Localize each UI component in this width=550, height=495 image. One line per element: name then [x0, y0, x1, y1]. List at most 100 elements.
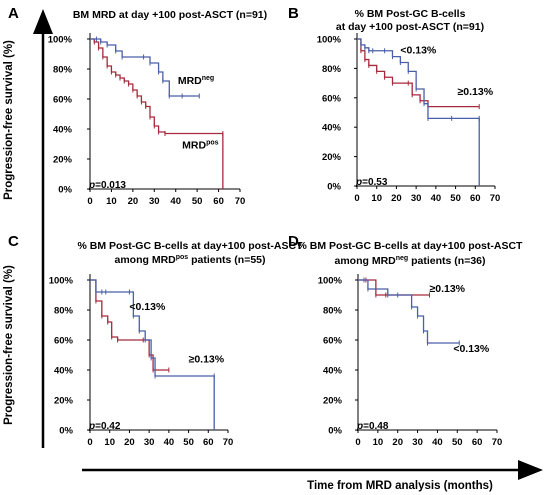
survival-curve: [90, 38, 200, 97]
p-value-number: =0.53: [362, 177, 388, 188]
annotation-sup: pos: [206, 140, 219, 147]
panel-title-line: % BM Post-GC B-cells: [355, 8, 466, 20]
panel-letter: C: [8, 233, 19, 250]
x-tick-label: 30: [412, 437, 423, 448]
annotation-text: <0.13%: [453, 343, 490, 355]
y-tick-label: 80%: [323, 306, 343, 317]
curve-annotation: ≥0.13%: [189, 354, 225, 366]
curve-annotation: MRDneg: [178, 75, 214, 87]
panel-title-line: % BM Post-GC B-cells at day+100 post-ASC…: [78, 240, 304, 252]
x-tick-label: 30: [149, 196, 160, 207]
panel-letter: B: [288, 5, 299, 22]
panel-title-line: BM MRD at day +100 post-ASCT (n=91): [73, 9, 267, 21]
x-tick-label: 50: [183, 437, 194, 448]
y-tick-label: 40%: [54, 366, 74, 377]
panel-a: A BM MRD at day +100 post-ASCT (n=91) 0% 20…: [8, 5, 267, 207]
x-tick-label: 50: [450, 193, 461, 204]
x-tick-label: 10: [373, 437, 384, 448]
x-tick-label: 40: [431, 193, 442, 204]
p-value-letter: p: [88, 180, 95, 191]
p-value-letter: p: [356, 421, 363, 432]
x-tick-label: 10: [371, 193, 382, 204]
x-tick-label: 70: [223, 437, 234, 448]
y-tick-label: 80%: [54, 306, 74, 317]
x-tick-label: 20: [391, 193, 402, 204]
panel-title-text: BM MRD at day +100 post-ASCT (n=91): [73, 9, 267, 21]
x-tick-label: 10: [104, 437, 115, 448]
annotation-sup: neg: [202, 75, 214, 82]
panel-title-text: among MRD: [114, 254, 176, 266]
y-tick-label: 100%: [49, 276, 74, 287]
p-value-number: =0.42: [95, 421, 121, 432]
y-tick-label: 40%: [53, 125, 73, 136]
curve-annotation: ≥0.13%: [458, 86, 494, 98]
x-tick-label: 10: [106, 196, 117, 207]
curve-annotation: <0.13%: [129, 301, 166, 313]
y-tick-label: 20%: [323, 396, 343, 407]
panel-title-text: among MRD: [334, 255, 396, 267]
x-tick-label: 70: [490, 193, 501, 204]
x-tick-label: 0: [354, 193, 359, 204]
panel-d: D% BM Post-GC B-cells at day+100 post-AS…: [288, 233, 523, 448]
x-tick-label: 60: [203, 437, 214, 448]
panel-title-text: % BM Post-GC B-cells at day+100 post-ASC…: [298, 240, 524, 252]
x-tick-label: 60: [213, 196, 224, 207]
y-tick-label: 60%: [54, 336, 74, 347]
panel-title-text: % BM Post-GC B-cells at day+100 post-ASC…: [78, 240, 304, 252]
p-value: p=0.48: [356, 421, 389, 432]
panel-title-text: at day +100 post-ASCT (n=91): [336, 21, 484, 33]
panel-title-after: patients (n=36): [408, 255, 485, 267]
x-tick-label: 50: [452, 437, 463, 448]
p-value-number: =0.48: [363, 421, 389, 432]
x-tick-label: 30: [144, 437, 155, 448]
y-tick-label: 20%: [322, 152, 342, 163]
curve-annotation: <0.13%: [453, 343, 490, 355]
annotation-text: MRD: [178, 75, 202, 87]
y-tick-label: 20%: [54, 396, 74, 407]
p-value-letter: p: [355, 177, 362, 188]
panel-title-line: % BM Post-GC B-cells at day+100 post-ASC…: [298, 240, 524, 252]
y-tick-label: 60%: [323, 336, 343, 347]
y-tick-label: 20%: [53, 155, 73, 166]
y-tick-label: 100%: [48, 35, 73, 46]
panel-title-text: % BM Post-GC B-cells: [355, 8, 466, 20]
x-tick-label: 0: [87, 437, 92, 448]
x-tick-label: 20: [124, 437, 135, 448]
p-value: p=0.013: [88, 180, 126, 191]
y-tick-label: 40%: [322, 123, 342, 134]
panel-title-line: among MRDpos patients (n=55): [114, 254, 265, 266]
x-tick-label: 0: [87, 196, 92, 207]
x-tick-label: 70: [492, 437, 503, 448]
y-tick-label: 80%: [53, 65, 73, 76]
panel-title-line: among MRDneg patients (n=36): [334, 255, 485, 267]
curve-annotation: ≥0.13%: [429, 283, 465, 295]
curve-annotation: MRDpos: [182, 140, 218, 152]
y-tick-label: 0%: [58, 185, 72, 196]
p-value-number: =0.013: [95, 180, 126, 191]
x-tick-label: 40: [432, 437, 443, 448]
y-tick-label: 60%: [53, 95, 73, 106]
x-tick-label: 20: [392, 437, 403, 448]
survival-curve: [90, 279, 215, 430]
y-tick-label: 0%: [59, 426, 73, 437]
x-tick-label: 40: [164, 437, 175, 448]
survival-curve: [358, 279, 460, 344]
annotation-text: MRD: [182, 140, 206, 152]
survival-curve: [90, 38, 224, 189]
curve-annotation: <0.13%: [400, 45, 437, 57]
panel-title-sup: neg: [396, 255, 408, 262]
global-y-axis-title-lower: Progression-free survival (%): [3, 265, 15, 425]
y-tick-label: 100%: [318, 276, 343, 287]
x-tick-label: 20: [128, 196, 139, 207]
x-tick-label: 70: [235, 196, 246, 207]
x-tick-label: 0: [355, 437, 360, 448]
x-tick-label: 30: [411, 193, 422, 204]
p-value: p=0.53: [355, 177, 388, 188]
panel-title-sup: pos: [176, 254, 189, 261]
panel-letter: A: [8, 5, 19, 22]
panel-title-after: patients (n=55): [188, 254, 265, 266]
x-tick-label: 50: [192, 196, 203, 207]
y-tick-label: 0%: [327, 182, 341, 193]
